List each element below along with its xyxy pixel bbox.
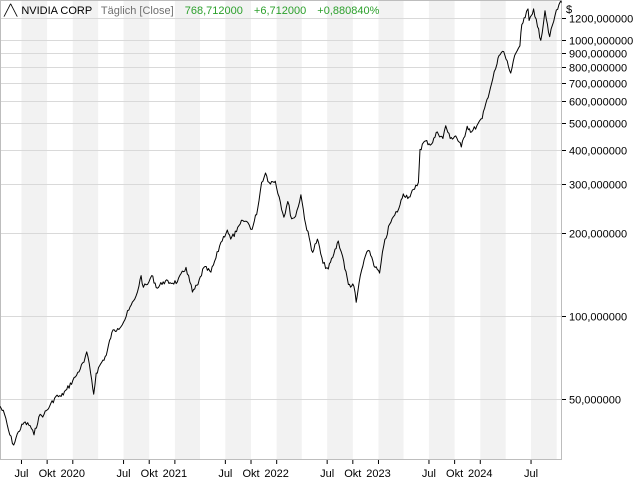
- quarter-bands: [21, 0, 557, 460]
- y-tick-label: 400,000000: [569, 146, 627, 158]
- last-value: 768,712000: [185, 5, 243, 17]
- quarter-band: [428, 0, 455, 460]
- quarter-band: [72, 0, 99, 460]
- chart-header: ╱╲ NVIDIA CORP Täglich [Close] 768,71200…: [3, 3, 380, 17]
- x-tick-label: 2023: [366, 468, 390, 480]
- quarter-band: [327, 0, 353, 460]
- x-tick-label: 2021: [163, 468, 187, 480]
- y-axis: 50,000000 100,000000 200,000000 300,000000 4…: [562, 14, 633, 407]
- x-tick-label: Jul: [14, 468, 28, 480]
- x-tick-label: Jul: [117, 468, 131, 480]
- plot-border: [0, 0, 562, 460]
- x-tick-label: 2020: [61, 468, 85, 480]
- svg-text:╱╲ NVIDIA CORP: ╱╲ NVIDIA CORP Täglich [Close] 768,71200…: [3, 3, 380, 17]
- quarter-band: [531, 0, 557, 460]
- x-tick-label: Okt: [242, 468, 259, 480]
- y-unit-label: $: [566, 4, 572, 16]
- symbol-label: NVIDIA CORP: [21, 5, 92, 17]
- gridlines: [0, 18, 562, 400]
- y-tick-label: 700,000000: [569, 79, 627, 91]
- y-tick-label: 600,000000: [569, 97, 627, 109]
- change-value: +6,712000: [254, 5, 306, 17]
- y-tick-label: 50,000000: [569, 395, 621, 407]
- y-tick-label: 100,000000: [569, 312, 627, 324]
- x-tick-label: Jul: [218, 468, 232, 480]
- x-tick-label: Jul: [422, 468, 436, 480]
- interval-label: Täglich [Close]: [101, 5, 174, 17]
- change-percent: +0,880840%: [317, 5, 379, 17]
- x-tick-label: Jul: [524, 468, 538, 480]
- quarter-band: [378, 0, 404, 460]
- x-tick-label: Okt: [39, 468, 56, 480]
- y-tick-label: 300,000000: [569, 180, 627, 192]
- quarter-band: [123, 0, 150, 460]
- y-tick-label: 1000,000000: [569, 36, 633, 48]
- y-tick-label: 800,000000: [569, 63, 627, 75]
- quarter-band: [225, 0, 252, 460]
- x-tick-label: 2022: [264, 468, 288, 480]
- y-tick-label: 900,000000: [569, 49, 627, 61]
- x-tick-label: Jul: [320, 468, 334, 480]
- x-axis: Jul Okt 2020 Jul Okt 2021 Jul Okt 2022 Jul Okt 2023…: [14, 460, 538, 480]
- y-tick-label: 500,000000: [569, 119, 627, 131]
- y-tick-label: 200,000000: [569, 229, 627, 241]
- x-tick-label: Okt: [141, 468, 158, 480]
- quarter-band: [21, 0, 48, 460]
- series-line: [0, 0, 562, 446]
- x-tick-label: Okt: [344, 468, 361, 480]
- chart-type-icon: ╱╲: [3, 3, 19, 17]
- quarter-band: [480, 0, 506, 460]
- quarter-band: [174, 0, 200, 460]
- price-line-group: [0, 0, 562, 446]
- x-tick-label: Okt: [446, 468, 463, 480]
- y-tick-label: 1200,000000: [569, 14, 633, 26]
- x-tick-label: 2024: [468, 468, 492, 480]
- quarter-band: [276, 0, 302, 460]
